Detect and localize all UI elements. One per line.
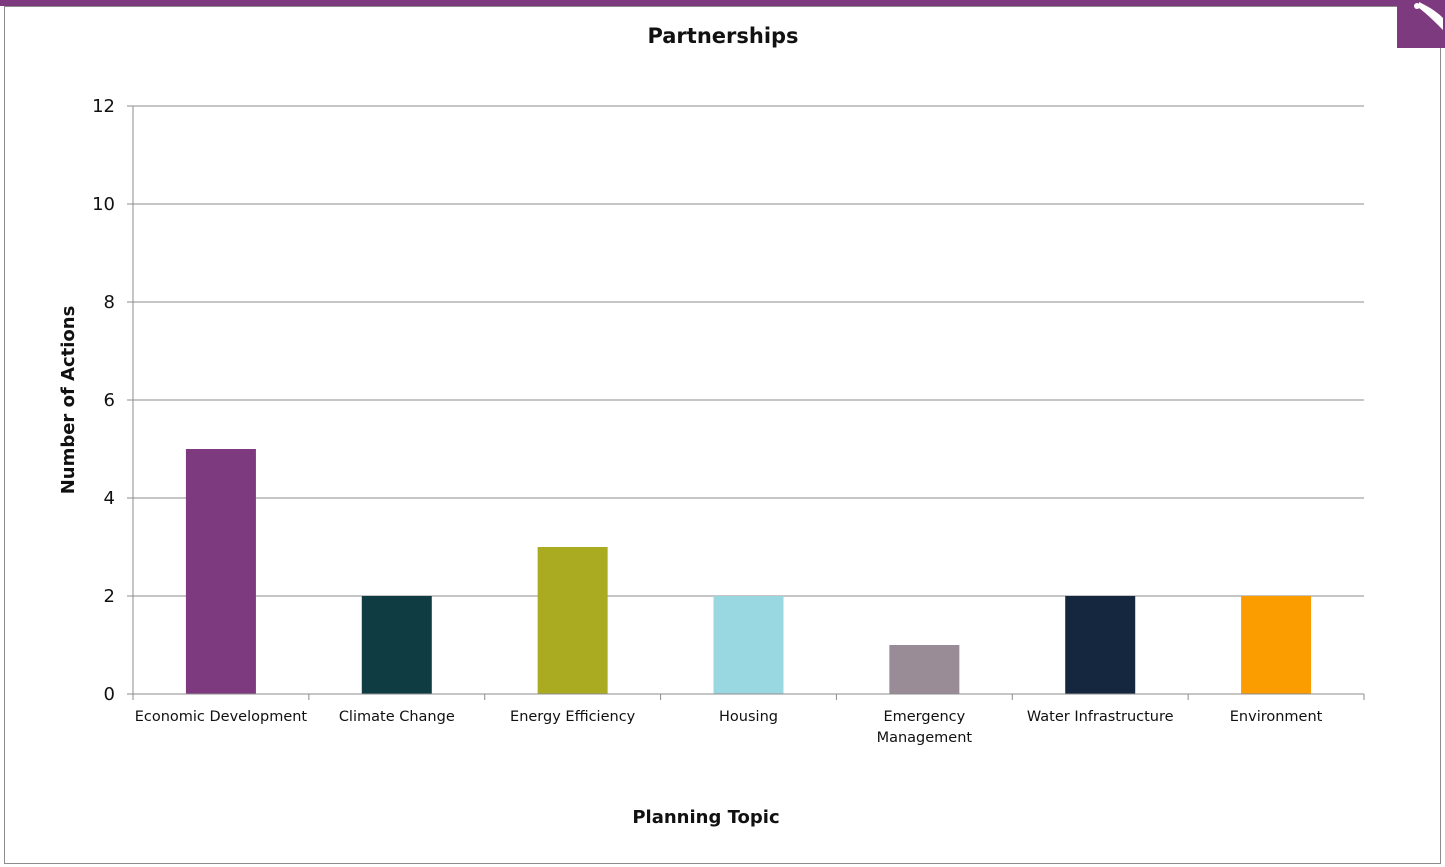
category-label: Climate Change bbox=[339, 709, 455, 725]
bar-energy-efficiency bbox=[537, 547, 608, 694]
y-tick-label: 4 bbox=[104, 488, 115, 509]
category-label: Emergency Management bbox=[877, 709, 973, 746]
x-tick-marks bbox=[132, 694, 1365, 700]
gridlines bbox=[133, 105, 1364, 597]
top-accent-band bbox=[0, 0, 1445, 6]
bar-environment bbox=[1241, 596, 1312, 694]
y-tick-labels: 0 2 4 6 8 10 12 bbox=[92, 96, 133, 705]
y-axis-title: Number of Actions bbox=[58, 306, 79, 495]
y-tick-label: 10 bbox=[92, 194, 115, 215]
bar-water-infrastructure bbox=[1065, 596, 1136, 694]
bar-housing bbox=[713, 596, 784, 694]
corner-logo-badge bbox=[1397, 0, 1445, 48]
category-label: Economic Development bbox=[135, 709, 308, 725]
y-tick-label: 0 bbox=[104, 684, 115, 705]
bar-climate-change bbox=[361, 596, 432, 694]
bar-economic-development bbox=[185, 449, 256, 694]
x-axis-title: Planning Topic bbox=[632, 807, 779, 828]
y-tick-label: 6 bbox=[104, 390, 115, 411]
y-tick-label: 8 bbox=[104, 292, 115, 313]
category-label: Environment bbox=[1230, 709, 1323, 725]
category-label: Housing bbox=[719, 709, 778, 725]
bar-emergency-management bbox=[889, 645, 960, 694]
bars bbox=[185, 449, 1312, 694]
category-labels: Economic Development Climate Change Energy… bbox=[135, 709, 1323, 746]
category-label: Water Infrastructure bbox=[1027, 709, 1174, 725]
y-tick-label: 2 bbox=[104, 586, 115, 607]
chart-frame bbox=[4, 6, 1441, 864]
category-label: Energy Efficiency bbox=[510, 709, 636, 725]
chart-title: Partnerships bbox=[647, 24, 798, 48]
y-tick-label: 12 bbox=[92, 96, 115, 117]
